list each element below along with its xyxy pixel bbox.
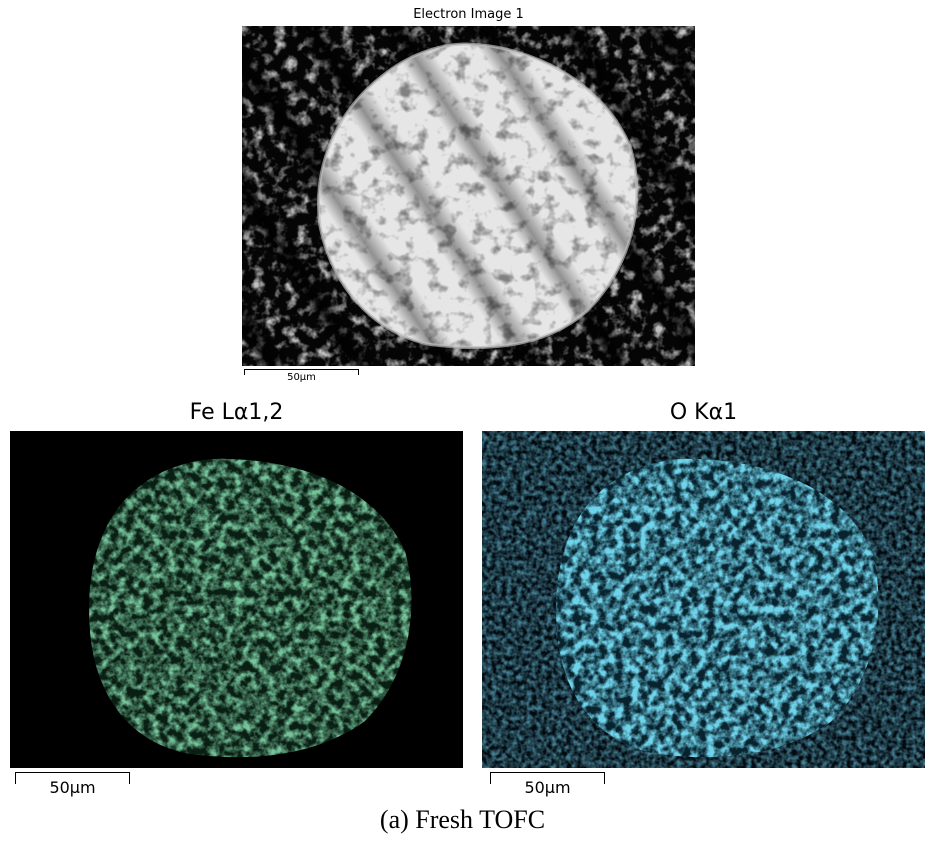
o-element-map: [482, 431, 925, 768]
figure-caption: (a) Fresh TOFC: [379, 805, 546, 834]
electron-image: [242, 26, 695, 366]
fe-map-title: Fe Lα1,2: [189, 400, 284, 425]
fe-scale-bar: [15, 772, 130, 784]
electron-scale-bar: [244, 369, 359, 375]
o-map-title: O Kα1: [669, 400, 738, 425]
fe-element-map: [10, 431, 463, 768]
electron-image-title: Electron Image 1: [413, 7, 524, 22]
o-scale-label: 50µm: [524, 778, 571, 797]
electron-scale-label: 50µm: [287, 372, 316, 383]
fe-scale-label: 50µm: [49, 778, 96, 797]
o-scale-bar: [490, 772, 605, 784]
